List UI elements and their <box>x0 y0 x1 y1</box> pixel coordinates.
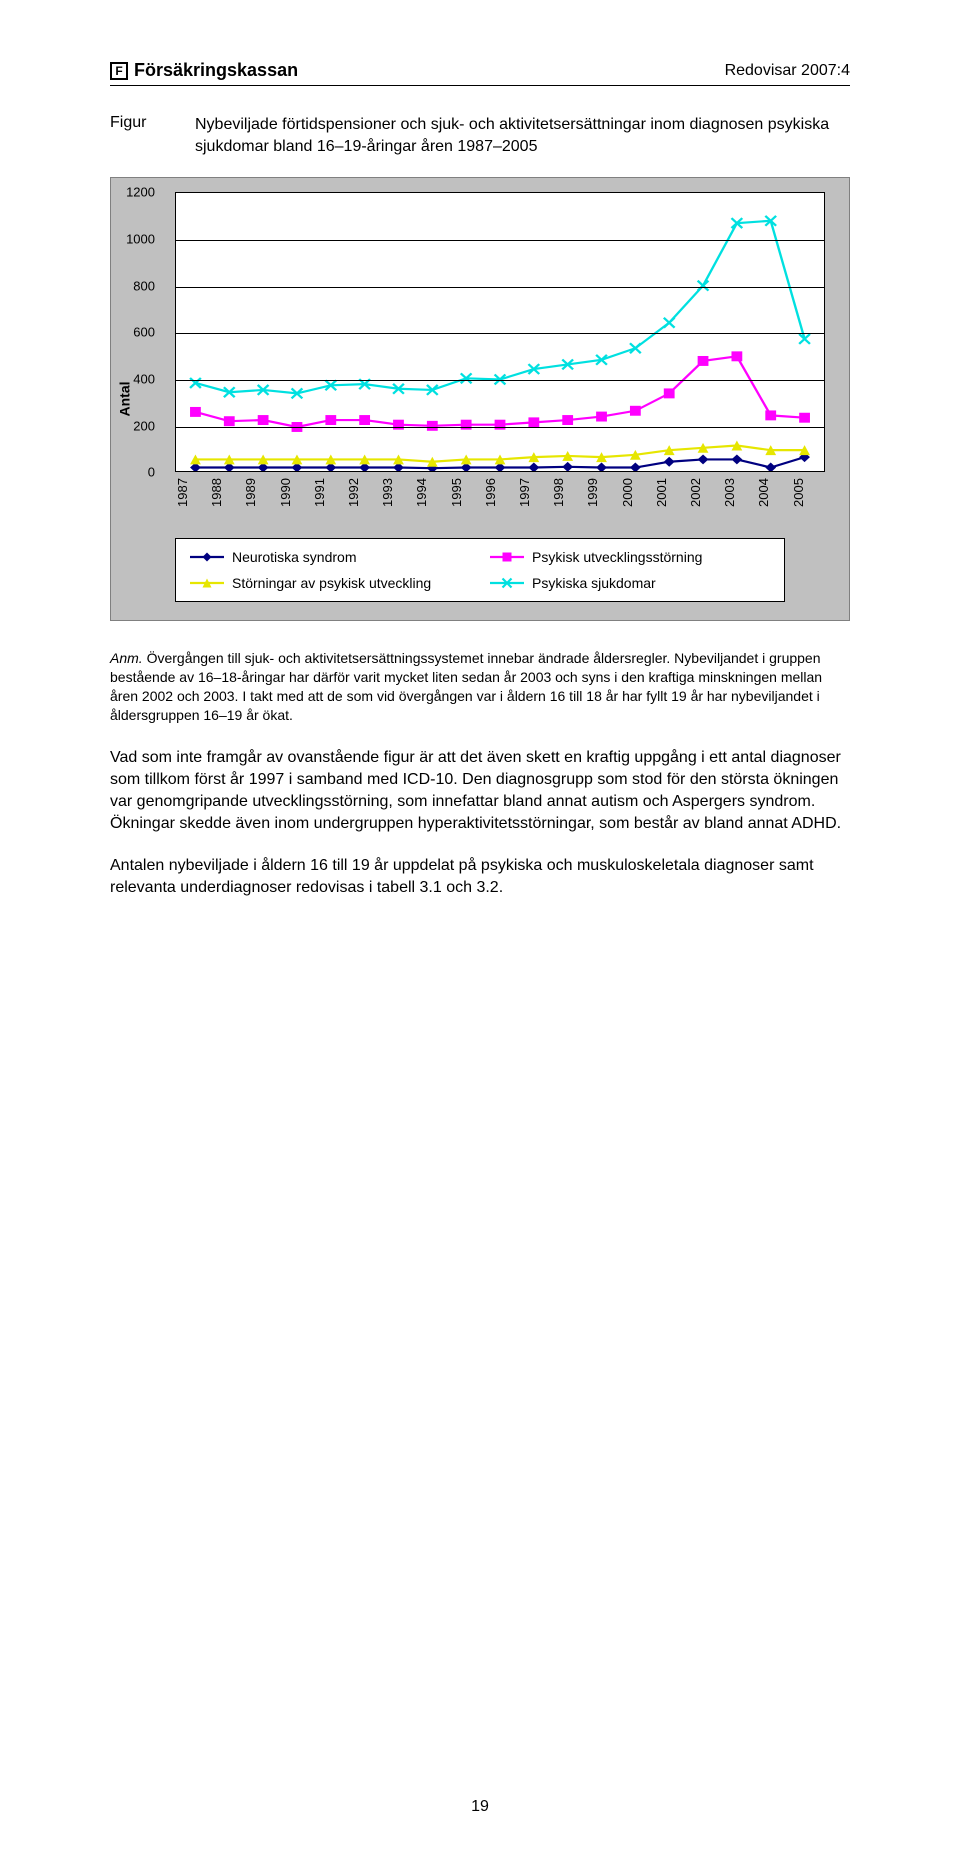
series-marker <box>596 412 607 422</box>
x-tick-label: 1987 <box>175 478 209 520</box>
body-paragraph: Antalen nybeviljade i åldern 16 till 19 … <box>110 855 850 899</box>
legend-swatch <box>190 576 224 590</box>
legend-swatch <box>490 576 524 590</box>
legend-label: Psykisk utvecklingsstörning <box>532 549 702 565</box>
series-marker <box>630 406 641 416</box>
series-marker <box>630 343 641 353</box>
doc-id: Redovisar 2007:4 <box>725 62 850 80</box>
legend-item: Störningar av psykisk utveckling <box>190 575 470 591</box>
x-tick-label: 2004 <box>756 478 790 520</box>
series-marker <box>765 411 776 421</box>
series-marker <box>258 415 269 425</box>
legend-item: Neurotiska syndrom <box>190 549 470 565</box>
x-tick-label: 1995 <box>449 478 483 520</box>
series-line <box>195 221 804 394</box>
series-marker <box>325 415 336 425</box>
gridline <box>176 427 824 428</box>
gridline <box>176 380 824 381</box>
x-tick-label: 2002 <box>688 478 722 520</box>
chart-panel: Antal 020040060080010001200 198719881989… <box>110 177 850 621</box>
x-tick-label: 1990 <box>278 478 312 520</box>
series-marker <box>765 463 776 471</box>
legend-swatch <box>490 550 524 564</box>
legend-label: Neurotiska syndrom <box>232 549 357 565</box>
series-marker <box>664 318 675 328</box>
series-marker <box>528 463 539 471</box>
y-tick-label: 0 <box>148 465 155 480</box>
legend-item: Psykiska sjukdomar <box>490 575 770 591</box>
y-tick-label: 600 <box>133 325 155 340</box>
chart-svg <box>176 193 824 471</box>
x-tick-label: 1991 <box>312 478 346 520</box>
x-tick-label: 1999 <box>585 478 619 520</box>
x-tick-label: 1998 <box>551 478 585 520</box>
x-tick-label: 1993 <box>380 478 414 520</box>
y-axis-labels: 020040060080010001200 <box>111 192 157 472</box>
series-marker <box>698 356 709 366</box>
figure-note: Anm. Övergången till sjuk- och aktivitet… <box>110 649 850 725</box>
org-logo: F Försäkringskassan <box>110 60 298 81</box>
x-tick-label: 1989 <box>243 478 277 520</box>
series-marker <box>562 462 573 471</box>
legend-swatch <box>190 550 224 564</box>
logo-icon: F <box>110 62 128 80</box>
legend-item: Psykisk utvecklingsstörning <box>490 549 770 565</box>
figure-caption: Nybeviljade förtidspensioner och sjuk- o… <box>195 114 850 157</box>
y-tick-label: 200 <box>133 418 155 433</box>
series-marker <box>630 463 641 471</box>
gridline <box>176 287 824 288</box>
page-number: 19 <box>471 1798 489 1816</box>
note-text: Övergången till sjuk- och aktivitetsersä… <box>110 650 822 723</box>
series-marker <box>664 457 675 467</box>
x-tick-label: 2005 <box>791 478 825 520</box>
series-marker <box>224 416 235 426</box>
series-marker <box>596 463 607 471</box>
x-tick-label: 1994 <box>414 478 448 520</box>
series-marker <box>562 415 573 425</box>
figure-label: Figur <box>110 114 165 157</box>
x-tick-label: 2003 <box>722 478 756 520</box>
y-tick-label: 1000 <box>126 231 155 246</box>
x-axis-labels: 1987198819891990199119921993199419951996… <box>175 478 825 520</box>
x-tick-label: 1997 <box>517 478 551 520</box>
body-paragraph: Vad som inte framgår av ovanstående figu… <box>110 747 850 835</box>
series-marker <box>731 455 742 465</box>
series-marker <box>461 420 472 430</box>
page-header: F Försäkringskassan Redovisar 2007:4 <box>110 60 850 86</box>
x-tick-label: 1988 <box>209 478 243 520</box>
legend-label: Störningar av psykisk utveckling <box>232 575 431 591</box>
gridline <box>176 240 824 241</box>
y-tick-label: 800 <box>133 278 155 293</box>
series-marker <box>731 352 742 362</box>
series-marker <box>393 420 404 430</box>
series-marker <box>495 420 506 430</box>
series-marker <box>190 407 201 417</box>
series-marker <box>799 413 810 423</box>
x-tick-label: 1992 <box>346 478 380 520</box>
body-paragraphs: Vad som inte framgår av ovanstående figu… <box>110 747 850 899</box>
x-tick-label: 2000 <box>620 478 654 520</box>
legend-label: Psykiska sjukdomar <box>532 575 656 591</box>
org-name: Försäkringskassan <box>134 60 298 81</box>
x-tick-label: 1996 <box>483 478 517 520</box>
y-tick-label: 400 <box>133 371 155 386</box>
series-marker <box>698 455 709 465</box>
y-tick-label: 1200 <box>126 185 155 200</box>
figure-heading: Figur Nybeviljade förtidspensioner och s… <box>110 114 850 157</box>
gridline <box>176 333 824 334</box>
legend: Neurotiska syndrom Psykisk utvecklingsstö… <box>175 538 785 602</box>
series-marker <box>664 389 675 399</box>
note-prefix: Anm. <box>110 650 143 666</box>
x-tick-label: 2001 <box>654 478 688 520</box>
plot-area <box>175 192 825 472</box>
series-marker <box>359 415 370 425</box>
